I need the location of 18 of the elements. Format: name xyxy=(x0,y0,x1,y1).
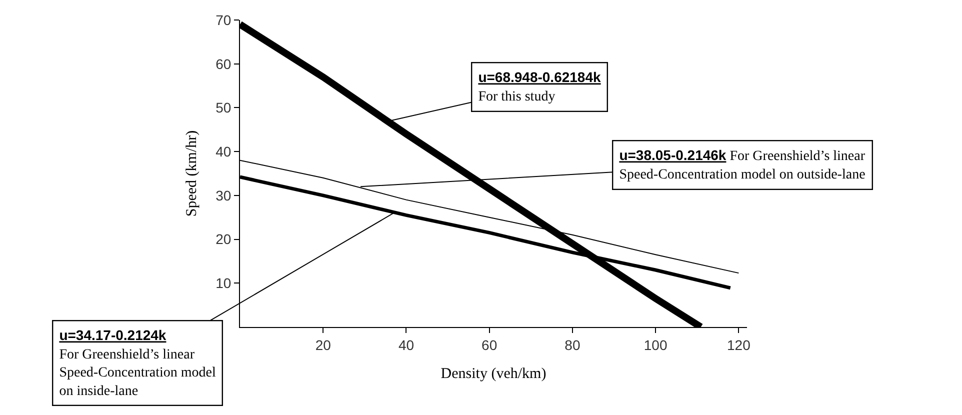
x-tick-label: 40 xyxy=(398,336,414,353)
y-tick-label: 20 xyxy=(216,231,232,248)
y-tick-label: 70 xyxy=(216,12,232,28)
annotation: u=34.17-0.2124k For Greenshield’s linear Speed-Concentration model on inside-lane xyxy=(59,327,216,399)
x-tick-label: 20 xyxy=(315,336,332,353)
y-axis-title: Speed (km/hr) xyxy=(184,130,200,217)
y-tick-label: 50 xyxy=(216,100,232,116)
x-tick-label: 100 xyxy=(644,336,668,353)
y-tick-label: 60 xyxy=(216,56,232,72)
annotation: u=38.05-0.2146k For Greenshield’s linear Speed-Concentration model on outside-lane xyxy=(619,147,866,182)
y-tick-label: 40 xyxy=(216,143,232,160)
y-tick-label: 30 xyxy=(216,187,232,204)
y-tick-label: 10 xyxy=(216,275,232,292)
x-axis-title: Density (veh/km) xyxy=(440,366,546,382)
x-tick-label: 60 xyxy=(482,336,498,353)
x-tick-label: 120 xyxy=(727,336,751,353)
annotation: u=68.948-0.62184k For this study xyxy=(478,69,602,104)
x-tick-label: 80 xyxy=(564,336,580,353)
